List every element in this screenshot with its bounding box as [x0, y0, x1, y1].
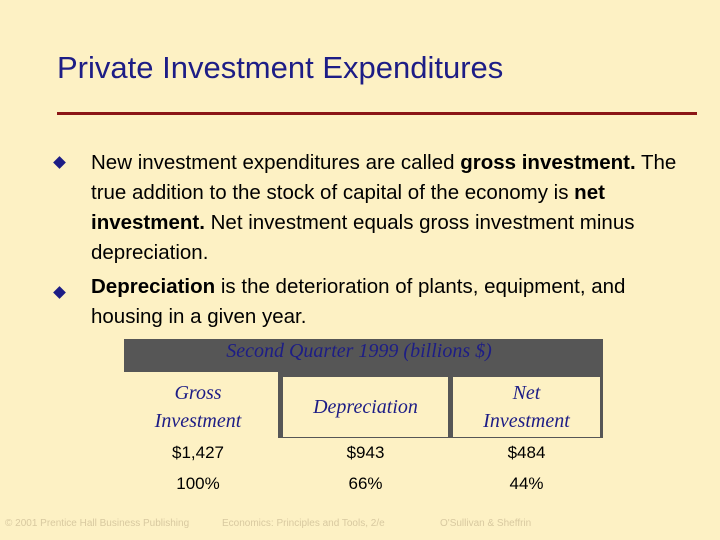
title-divider [57, 112, 697, 115]
table-cell-gross-percent: 100% [176, 474, 220, 493]
bullet-1-term-gross: gross investment. [460, 151, 636, 174]
table-header-depreciation: Depreciation [283, 377, 448, 437]
bullet-1-text-1: New investment expenditures are called [91, 151, 461, 174]
bullet-paragraph-1: New investment expenditures are called g… [91, 148, 691, 268]
bullet-2-term-depreciation: Depreciation [91, 275, 216, 298]
bullet-icon [53, 286, 66, 299]
footer-authors: O'Sullivan & Sheffrin [440, 518, 532, 529]
bullet-1-term-net: net investment. [91, 181, 605, 234]
table-cell-gross-amount: $1,427 [172, 443, 224, 462]
bullet-2-text: is the deterioration of plants, equipmen… [91, 275, 626, 328]
footer-book: Economics: Principles and Tools, 2/e [222, 518, 385, 529]
table-cell-depreciation-percent: 66% [348, 474, 383, 493]
footer-copyright: © 2001 Prentice Hall Business Publishing [5, 518, 190, 529]
slide-title: Private Investment Expenditures [57, 50, 504, 85]
bullet-1-text-3: Net investment equals gross investment m… [91, 211, 635, 264]
table-header-net: Net Investment [453, 377, 600, 437]
bullet-icon [53, 156, 66, 169]
table-cell-net-amount: $484 [507, 443, 546, 462]
table-cell-net-percent: 44% [509, 474, 544, 493]
table-values-box [118, 438, 604, 498]
table-header-gross: Gross Investment [118, 377, 278, 437]
table-cell-depreciation-amount: $943 [346, 443, 385, 462]
table-title: Second Quarter 1999 (billions $) [226, 340, 492, 362]
bullet-paragraph-2: Depreciation is the deterioration of pla… [91, 272, 691, 332]
bullet-1-text-2: The true addition to the stock of capita… [91, 151, 677, 204]
